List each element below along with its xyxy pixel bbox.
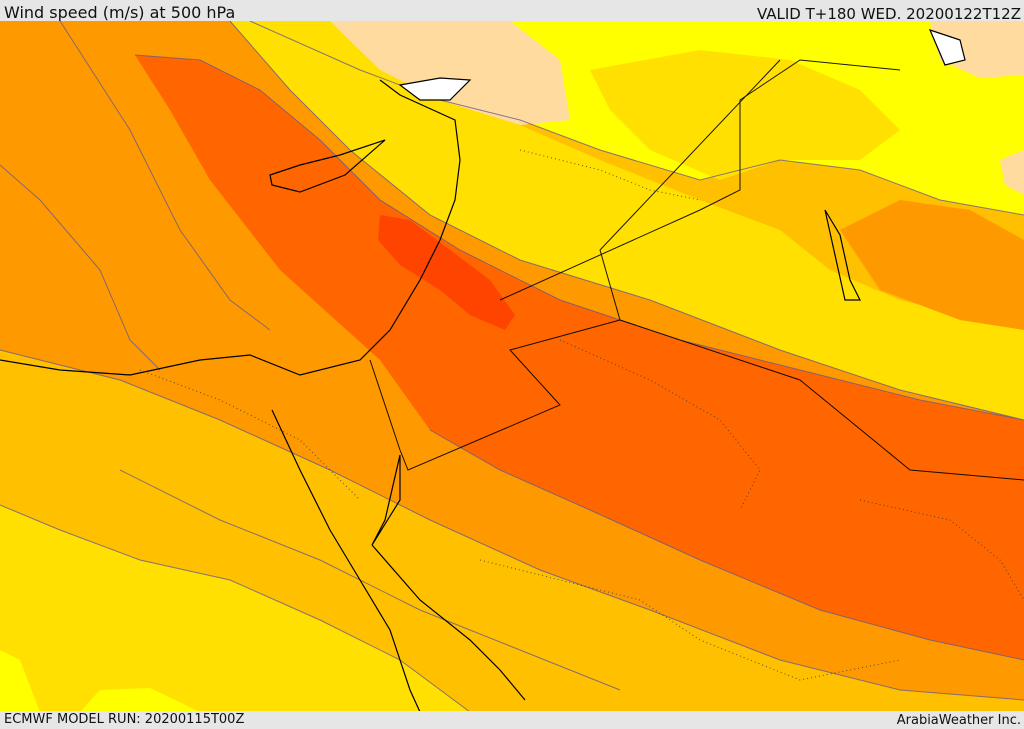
land-patch-ne bbox=[930, 21, 1024, 78]
band-gold-inner bbox=[590, 50, 900, 180]
wind-speed-map bbox=[0, 21, 1024, 712]
footer-bar bbox=[0, 711, 1024, 729]
band-gold-sw bbox=[0, 505, 470, 712]
band-red-core bbox=[378, 215, 515, 330]
credit: ArabiaWeather Inc. bbox=[896, 713, 1021, 728]
land-patch-east bbox=[1000, 150, 1024, 195]
coastlines bbox=[0, 29, 966, 712]
header-bar bbox=[0, 0, 1024, 22]
band-yellow-sw bbox=[0, 650, 40, 712]
band-orange-east bbox=[840, 200, 1024, 330]
band-yellow-sw2 bbox=[80, 688, 200, 712]
model-run: ECMWF MODEL RUN: 20200115T00Z bbox=[4, 712, 245, 727]
map-title: Wind speed (m/s) at 500 hPa bbox=[4, 3, 236, 22]
internal-borders bbox=[139, 149, 1024, 681]
political-borders bbox=[369, 59, 1024, 481]
land-patch-north bbox=[330, 21, 570, 125]
band-redorange-core bbox=[135, 55, 1024, 660]
valid-time: VALID T+180 WED. 20200122T12Z bbox=[756, 5, 1021, 23]
band-gold-north bbox=[230, 21, 1024, 420]
